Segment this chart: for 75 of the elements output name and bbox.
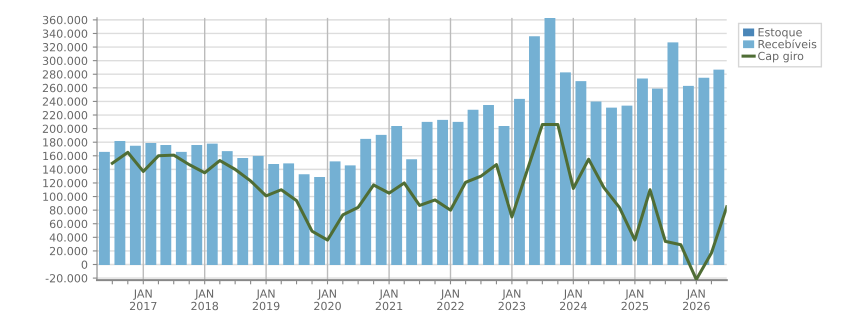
bar	[268, 164, 280, 266]
bar	[452, 122, 464, 266]
bar	[637, 78, 648, 266]
x-tick-label: JAN 2024	[560, 290, 587, 310]
x-tick-label: JAN 2021	[376, 290, 402, 310]
bar	[667, 42, 678, 266]
y-tick-label: 40.000	[50, 233, 88, 242]
x-tick-label: JAN 2017	[130, 290, 156, 310]
bar	[529, 36, 540, 266]
bar	[283, 163, 294, 266]
x-tick-label: JAN 2022	[437, 290, 464, 310]
bar	[344, 165, 356, 266]
bar	[652, 88, 663, 266]
y-tick-label: 300.000	[42, 56, 88, 66]
x-tick-label: JAN 2018	[191, 290, 218, 310]
bar	[514, 98, 525, 266]
bar	[222, 151, 233, 266]
y-tick-label: 220.000	[42, 110, 88, 120]
x-tick-label: JAN 2020	[314, 290, 341, 310]
x-tick-label: JAN 2019	[252, 290, 280, 310]
bar	[468, 110, 478, 266]
y-tick-label: 200.000	[42, 124, 88, 133]
legend-label: Estoque	[758, 28, 802, 39]
y-tick-label: 280.000	[42, 70, 88, 79]
bar	[330, 161, 341, 266]
y-tick-label: 80.000	[50, 206, 88, 215]
bar	[130, 146, 141, 266]
bar	[622, 106, 632, 266]
y-tick-label: 320.000	[42, 43, 88, 52]
bar	[314, 176, 326, 266]
y-tick-label: 160.000	[43, 152, 88, 160]
y-tick-label: 140.000	[43, 165, 88, 174]
bar	[437, 120, 448, 266]
bar	[560, 72, 571, 266]
bar	[590, 102, 602, 266]
bar	[191, 145, 202, 266]
bar	[160, 145, 172, 266]
bar	[252, 156, 264, 266]
y-tick-label: 260.000	[42, 84, 88, 92]
y-tick-label: 180.000	[43, 138, 88, 147]
bar	[406, 159, 418, 266]
y-tick-label: 100.000	[43, 192, 88, 201]
line-series	[110, 122, 727, 280]
legend-label: Recebíveis	[758, 39, 816, 48]
bar	[114, 140, 126, 266]
bar	[713, 70, 724, 266]
bar	[391, 126, 402, 266]
bar	[682, 86, 694, 266]
y-tick-label: -20.000	[46, 274, 88, 282]
bar	[544, 18, 556, 266]
bar	[606, 108, 617, 266]
bar	[206, 144, 218, 266]
y-tick-label: 20.000	[50, 246, 88, 256]
y-tick-label: 240.000	[42, 97, 88, 106]
bar	[176, 152, 187, 266]
bar	[483, 104, 494, 266]
bar	[145, 142, 156, 266]
y-tick-label: 120.000	[43, 178, 88, 188]
legend-label: Cap giro	[758, 52, 804, 62]
x-tick-label: JAN 2023	[498, 290, 526, 310]
x-tick-label: JAN 2025	[622, 290, 648, 310]
bar	[422, 122, 433, 266]
bar	[376, 134, 387, 266]
x-tick-label: JAN 2026	[682, 290, 710, 310]
bar	[98, 152, 110, 266]
y-tick-label: 60.000	[50, 220, 88, 228]
bar	[237, 158, 248, 266]
bar	[360, 138, 372, 266]
y-tick-label: 360.000	[42, 16, 88, 24]
bar	[575, 81, 586, 266]
y-tick-label: 340.000	[42, 29, 88, 38]
bar	[298, 174, 310, 266]
bar	[698, 78, 710, 266]
bar	[498, 126, 510, 266]
y-tick-label: 0	[82, 260, 88, 269]
